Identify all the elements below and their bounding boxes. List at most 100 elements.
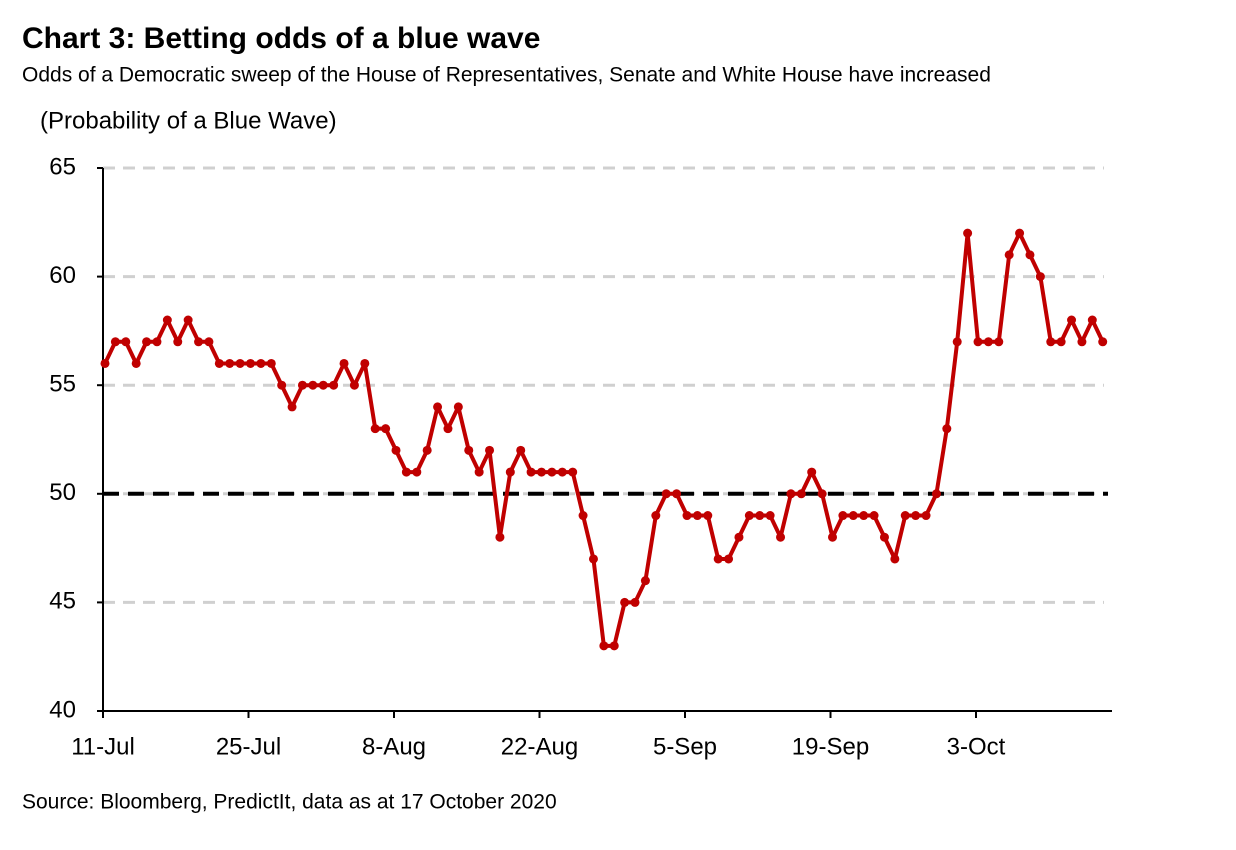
data-point — [453, 402, 463, 412]
x-tick-label: 19-Sep — [792, 733, 869, 760]
data-point — [537, 467, 546, 477]
data-point — [235, 358, 245, 368]
data-point — [505, 467, 515, 477]
data-point — [692, 511, 702, 521]
data-point — [214, 358, 224, 368]
data-point — [422, 445, 432, 455]
data-point — [329, 380, 339, 390]
data-point — [516, 445, 526, 455]
data-point — [931, 489, 941, 499]
data-point — [807, 467, 817, 477]
y-tick-label: 40 — [49, 696, 76, 723]
data-point — [1098, 337, 1108, 347]
data-point — [734, 532, 744, 542]
data-point — [1025, 250, 1035, 260]
data-point — [183, 315, 193, 325]
data-point — [921, 511, 931, 521]
x-tick-label: 25-Jul — [216, 733, 281, 760]
data-point — [724, 554, 734, 564]
data-point — [204, 337, 214, 347]
data-point — [526, 467, 536, 477]
data-point — [578, 511, 588, 521]
x-tick-label: 22-Aug — [501, 733, 578, 760]
data-point — [900, 511, 910, 521]
data-point — [703, 511, 713, 521]
chart-subtitle: Odds of a Democratic sweep of the House … — [22, 64, 991, 87]
data-point — [1046, 337, 1056, 347]
data-line — [103, 231, 1105, 648]
y-tick-label: 45 — [49, 588, 76, 615]
data-point — [983, 337, 993, 347]
data-point — [620, 597, 630, 607]
data-point — [651, 511, 661, 521]
data-point — [121, 337, 131, 347]
y-tick-label: 60 — [49, 262, 76, 289]
data-point — [391, 445, 401, 455]
data-point — [911, 511, 921, 521]
data-point — [1015, 228, 1025, 238]
data-point — [755, 511, 765, 521]
data-point — [744, 511, 754, 521]
data-point — [433, 402, 443, 412]
data-point — [485, 445, 495, 455]
data-point — [609, 641, 619, 651]
data-point — [287, 402, 297, 412]
data-point — [973, 337, 983, 347]
data-point — [838, 511, 848, 521]
data-point — [869, 511, 879, 521]
data-point — [640, 576, 650, 586]
data-point — [890, 554, 900, 564]
x-tick-label: 8-Aug — [362, 733, 426, 760]
chart-title: Chart 3: Betting odds of a blue wave — [22, 22, 540, 55]
data-point — [401, 467, 411, 477]
data-point — [256, 358, 266, 368]
data-point — [994, 337, 1004, 347]
data-point — [360, 358, 370, 368]
y-tick-label: 55 — [49, 371, 76, 398]
data-point — [443, 424, 453, 434]
data-point — [1077, 337, 1087, 347]
data-point — [661, 489, 671, 499]
data-point — [308, 380, 318, 390]
data-point — [339, 358, 349, 368]
data-point — [713, 554, 723, 564]
data-point — [817, 489, 827, 499]
data-point — [1056, 337, 1066, 347]
data-point — [776, 532, 786, 542]
data-point — [672, 489, 682, 499]
data-point — [1067, 315, 1077, 325]
data-point — [630, 597, 640, 607]
data-point — [796, 489, 806, 499]
data-point — [464, 445, 474, 455]
data-point — [412, 467, 422, 477]
data-point — [131, 358, 141, 368]
data-point — [173, 337, 183, 347]
data-point — [225, 358, 235, 368]
data-point — [194, 337, 204, 347]
y-tick-label: 65 — [49, 153, 76, 180]
data-point — [1035, 272, 1045, 282]
data-point — [142, 337, 152, 347]
data-point — [297, 380, 307, 390]
data-point — [1004, 250, 1014, 260]
data-point — [474, 467, 484, 477]
data-point — [381, 424, 391, 434]
data-point — [266, 358, 276, 368]
data-point — [152, 337, 162, 347]
data-point — [277, 380, 287, 390]
y-tick-label: 50 — [49, 479, 76, 506]
data-point — [495, 532, 505, 542]
x-tick-label: 3-Oct — [947, 733, 1006, 760]
data-point — [110, 337, 120, 347]
data-point — [828, 532, 837, 542]
source-note: Source: Bloomberg, PredictIt, data as at… — [22, 791, 557, 814]
data-point — [879, 532, 889, 542]
data-point — [162, 315, 172, 325]
x-tick-label: 5-Sep — [653, 733, 717, 760]
data-point — [246, 358, 255, 368]
data-point — [599, 641, 609, 651]
data-point — [557, 467, 567, 477]
data-point — [848, 511, 858, 521]
data-point — [1087, 315, 1097, 325]
